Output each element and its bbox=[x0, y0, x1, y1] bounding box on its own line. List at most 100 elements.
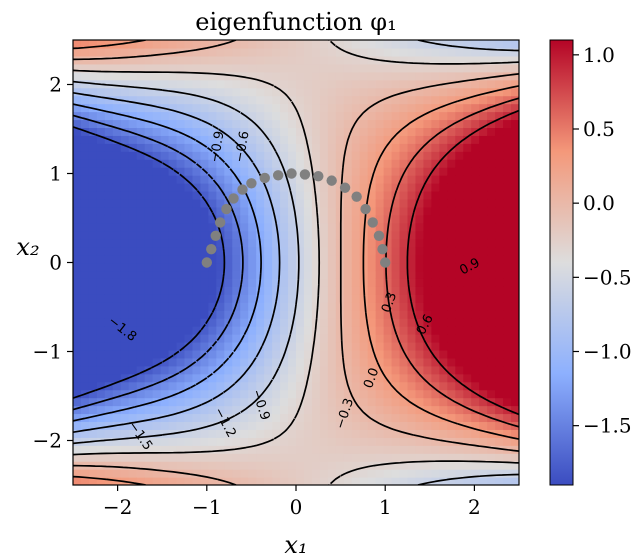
heatmap-cell bbox=[463, 127, 472, 136]
heatmap-cell bbox=[503, 365, 512, 375]
heatmap-cell bbox=[272, 429, 281, 438]
heatmap-cell bbox=[112, 159, 122, 168]
heatmap-cell bbox=[407, 341, 417, 351]
heatmap-cell bbox=[423, 262, 432, 272]
heatmap-cell bbox=[311, 373, 321, 383]
heatmap-cell bbox=[136, 71, 146, 81]
heatmap-cell bbox=[232, 238, 241, 248]
heatmap-cell bbox=[311, 71, 321, 81]
heatmap-cell bbox=[415, 135, 425, 144]
heatmap-cell bbox=[73, 254, 82, 264]
heatmap-cell bbox=[479, 413, 488, 423]
trajectory-point bbox=[246, 178, 257, 189]
heatmap-cell bbox=[248, 365, 257, 375]
heatmap-cell bbox=[264, 318, 273, 327]
heatmap-cell bbox=[248, 47, 257, 57]
heatmap-cell bbox=[383, 445, 393, 454]
heatmap-cell bbox=[367, 405, 377, 415]
heatmap-cell bbox=[184, 326, 194, 335]
heatmap-cell bbox=[136, 278, 146, 287]
heatmap-cell bbox=[152, 175, 162, 184]
heatmap-cell bbox=[168, 349, 178, 359]
heatmap-cell bbox=[471, 421, 480, 430]
heatmap-cell bbox=[415, 389, 425, 399]
heatmap-cell bbox=[288, 254, 297, 264]
heatmap-cell bbox=[503, 437, 512, 446]
heatmap-cell bbox=[264, 405, 273, 415]
heatmap-cell bbox=[73, 103, 82, 113]
heatmap-cell bbox=[144, 318, 154, 327]
heatmap-cell bbox=[208, 119, 217, 129]
heatmap-cell bbox=[455, 429, 464, 438]
heatmap-cell bbox=[88, 135, 98, 144]
heatmap-cell bbox=[96, 238, 106, 248]
heatmap-cell bbox=[216, 445, 225, 454]
heatmap-cell bbox=[200, 405, 209, 415]
heatmap-cell bbox=[176, 175, 186, 184]
heatmap-cell bbox=[319, 175, 329, 184]
heatmap-cell bbox=[176, 421, 186, 430]
heatmap-cell bbox=[272, 405, 281, 415]
heatmap-cell bbox=[447, 302, 456, 311]
heatmap-cell bbox=[487, 389, 496, 399]
heatmap-cell bbox=[367, 334, 377, 343]
heatmap-cell bbox=[296, 405, 305, 415]
heatmap-cell bbox=[152, 262, 162, 272]
heatmap-cell bbox=[296, 47, 305, 57]
heatmap-cell bbox=[288, 175, 297, 184]
heatmap-cell bbox=[224, 286, 233, 295]
heatmap-cell bbox=[216, 183, 225, 192]
heatmap-cell bbox=[272, 437, 281, 446]
heatmap-cell bbox=[168, 55, 178, 65]
heatmap-cell bbox=[120, 270, 130, 279]
heatmap-cell bbox=[399, 461, 409, 470]
heatmap-cell bbox=[256, 55, 265, 65]
heatmap-cell bbox=[96, 262, 106, 272]
heatmap-cell bbox=[288, 389, 297, 399]
heatmap-cell bbox=[232, 119, 241, 129]
heatmap-cell bbox=[503, 238, 512, 248]
heatmap-cell bbox=[367, 183, 377, 192]
heatmap-cell bbox=[296, 40, 305, 49]
heatmap-cell bbox=[463, 365, 472, 375]
heatmap-cell bbox=[423, 87, 432, 97]
heatmap-cell bbox=[224, 214, 233, 224]
heatmap-cell bbox=[391, 175, 401, 184]
heatmap-cell bbox=[375, 445, 385, 454]
heatmap-cell bbox=[184, 302, 194, 311]
heatmap-cell bbox=[288, 206, 297, 216]
heatmap-cell bbox=[272, 63, 281, 73]
heatmap-cell bbox=[232, 429, 241, 438]
heatmap-cell bbox=[511, 349, 519, 359]
heatmap-cell bbox=[447, 40, 456, 49]
heatmap-cell bbox=[415, 127, 425, 136]
heatmap-cell bbox=[224, 135, 233, 144]
heatmap-cell bbox=[343, 365, 353, 375]
heatmap-cell bbox=[367, 159, 377, 168]
heatmap-cell bbox=[487, 461, 496, 470]
heatmap-cell bbox=[208, 469, 217, 478]
heatmap-cell bbox=[96, 183, 106, 192]
heatmap-cell bbox=[168, 175, 178, 184]
heatmap-cell bbox=[88, 389, 98, 399]
heatmap-cell bbox=[447, 349, 456, 359]
heatmap-cell bbox=[359, 103, 369, 113]
heatmap-cell bbox=[264, 357, 273, 367]
heatmap-cell bbox=[375, 310, 385, 319]
heatmap-cell bbox=[431, 373, 440, 383]
heatmap-cell bbox=[152, 198, 162, 208]
heatmap-cell bbox=[104, 55, 114, 65]
heatmap-cell bbox=[216, 151, 225, 160]
heatmap-cell bbox=[455, 453, 464, 462]
heatmap-cell bbox=[216, 294, 225, 303]
heatmap-cell bbox=[311, 357, 321, 367]
heatmap-cell bbox=[503, 302, 512, 311]
heatmap-cell bbox=[248, 318, 257, 327]
heatmap-cell bbox=[296, 71, 305, 81]
heatmap-cell bbox=[200, 246, 209, 256]
trajectory-points bbox=[201, 168, 391, 268]
heatmap-cell bbox=[511, 461, 519, 470]
heatmap-cell bbox=[232, 310, 241, 319]
heatmap-cell bbox=[168, 119, 178, 129]
heatmap-cell bbox=[200, 230, 209, 240]
